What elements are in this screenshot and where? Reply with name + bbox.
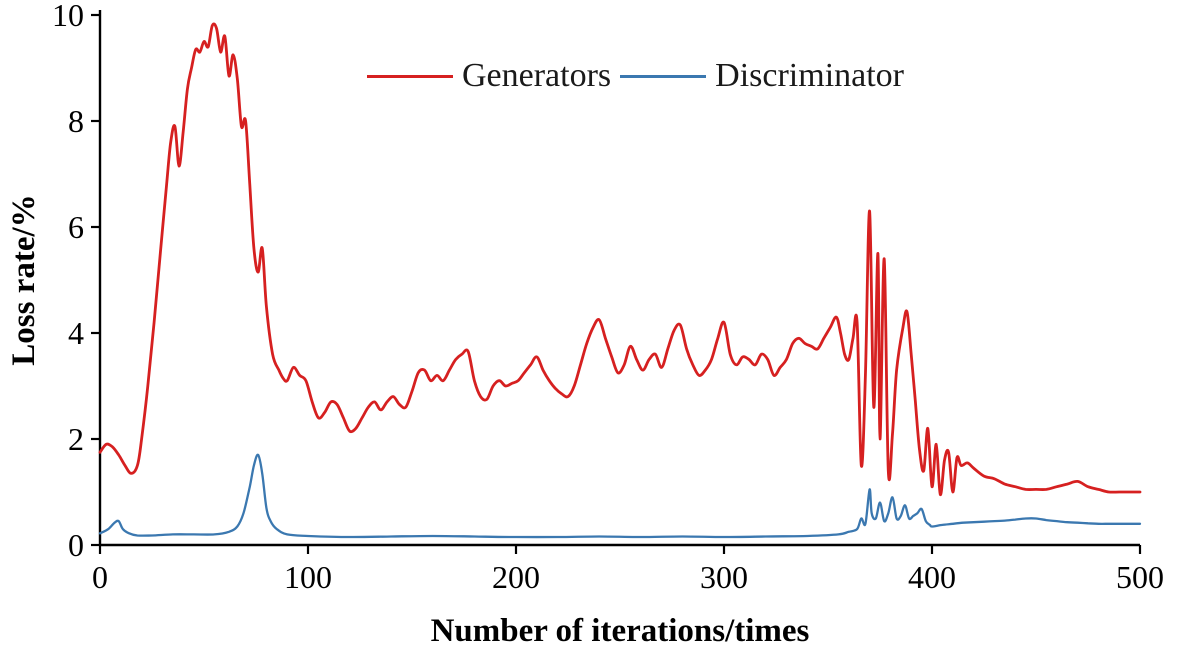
legend-label-discriminator: Discriminator	[715, 57, 904, 94]
legend-swatch-generators	[367, 74, 453, 78]
x-tick-label: 300	[700, 559, 748, 595]
x-axis-title: Number of iterations/times	[431, 613, 810, 649]
legend-swatch-discriminator	[620, 74, 707, 78]
chart-legend: Generators Discriminator	[358, 57, 904, 95]
series-line-discriminator	[98, 453, 1142, 539]
y-tick-label: 4	[68, 315, 84, 351]
x-tick-label: 100	[284, 559, 332, 595]
y-tick-label: 8	[68, 103, 84, 139]
y-tick-label: 10	[52, 0, 84, 33]
legend-label-generators: Generators	[462, 57, 612, 94]
y-axis-title: Loss rate/%	[6, 194, 42, 365]
x-tick-label: 500	[1116, 559, 1164, 595]
x-tick-label: 400	[908, 559, 956, 595]
y-tick-label: 6	[68, 209, 84, 245]
x-tick-label: 0	[92, 559, 108, 595]
x-tick-label: 200	[492, 559, 540, 595]
series-line-generators	[98, 22, 1142, 497]
y-tick-label: 2	[68, 421, 84, 457]
y-tick-label: 0	[68, 527, 84, 563]
